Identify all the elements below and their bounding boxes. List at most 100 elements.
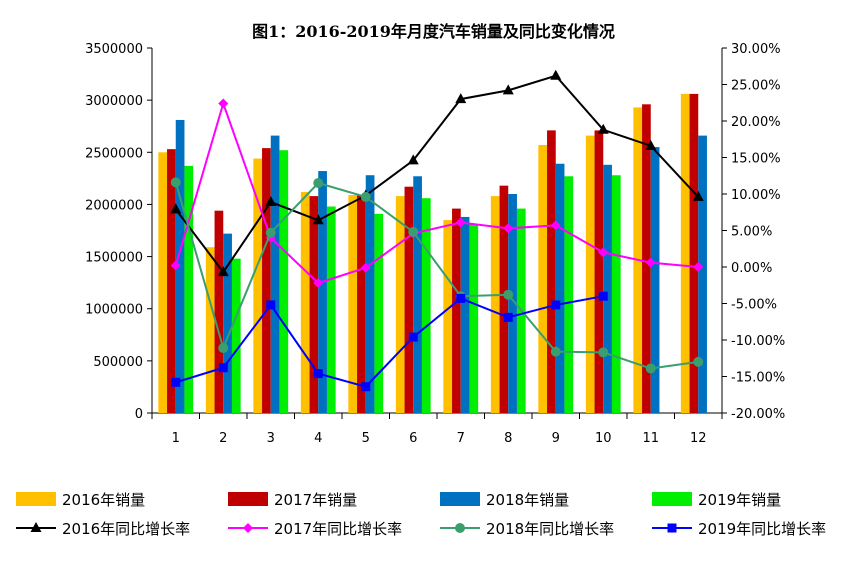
y-right-tick-label: 25.00% [731,79,781,94]
y-right-tick-label: -20.00% [731,407,785,422]
legend-label: 2017年同比增长率 [274,519,403,538]
legend-item-line: 2016年同比增长率 [16,517,190,539]
bar-2016年销量-8 [490,196,500,413]
point-2018年同比增长率-8 [503,289,514,300]
point-2018年同比增长率-1 [170,177,181,188]
point-2016年同比增长率-6 [407,154,419,165]
point-2018年同比增长率-12 [693,356,704,367]
point-2019年同比增长率-5 [361,382,371,392]
bar-2019年销量-9 [564,176,574,413]
bar-2017年销量-8 [499,185,509,413]
bar-2017年销量-1 [167,149,176,413]
legend-label: 2017年销量 [274,490,358,509]
bar-2019年销量-10 [611,175,621,413]
y-right-tick-label: 10.00% [731,188,781,203]
bar-2017年销量-11 [642,104,651,414]
legend-line-swatch [652,523,692,533]
y-left-tick-label: 2500000 [85,146,143,161]
bar-2018年销量-12 [698,135,707,413]
bar-2018年销量-3 [270,135,280,413]
point-2016年同比增长率-10 [597,123,609,134]
bar-2017年销量-2 [214,210,224,413]
legend-label: 2018年同比增长率 [486,519,615,538]
bar-2019年销量-2 [231,258,241,413]
bar-2017年销量-5 [357,195,366,413]
bar-2017年销量-12 [689,93,699,413]
bar-2019年销量-7 [469,224,479,413]
legend-item-line: 2017年同比增长率 [228,517,402,539]
point-2017年同比增长率-8 [503,223,514,234]
bar-2017年销量-3 [262,148,271,413]
legend-item-line: 2019年同比增长率 [652,517,826,539]
x-tick-label: 1 [172,431,180,446]
bar-2018年销量-9 [555,163,565,413]
bar-2018年销量-6 [413,176,422,413]
x-tick-label: 10 [595,431,612,446]
bar-2019年销量-3 [279,150,289,413]
x-tick-label: 4 [314,431,322,446]
point-2017年同比增长率-10 [598,247,609,258]
bar-2018年销量-4 [318,171,327,413]
y-left-tick-label: 1000000 [85,303,143,318]
y-right-tick-label: 30.00% [731,42,781,57]
point-2018年同比增长率-4 [313,178,324,189]
y-right-tick-label: 20.00% [731,115,781,130]
y-left-tick-label: 0 [135,407,143,422]
bar-2016年销量-6 [395,196,405,413]
point-2016年同比增长率-9 [550,69,562,80]
point-2018年同比增长率-6 [408,226,419,237]
point-2019年同比增长率-1 [171,377,181,387]
point-2019年同比增长率-3 [266,300,276,310]
point-2018年同比增长率-9 [550,346,561,357]
bar-2018年销量-2 [223,233,232,413]
y-right-tick-label: -15.00% [731,371,785,386]
y-right-tick-label: 15.00% [731,152,781,167]
bar-2018年销量-5 [365,175,375,413]
x-tick-label: 3 [267,431,275,446]
bar-2018年销量-8 [508,194,517,413]
point-2018年同比增长率-11 [645,363,656,374]
bar-2016年销量-12 [680,93,690,413]
legend-swatch [440,492,480,506]
bar-2019年销量-1 [184,165,194,413]
bar-2016年销量-9 [538,144,548,413]
point-2016年同比增长率-1 [170,203,182,214]
point-2018年同比增长率-2 [218,343,229,354]
y-left-tick-label: 3000000 [85,94,143,109]
point-2019年同比增长率-10 [598,291,608,301]
bar-2019年销量-5 [374,213,384,413]
point-2017年同比增长率-1 [170,260,181,271]
bar-2017年销量-10 [594,130,604,413]
bar-2017年销量-4 [309,196,319,413]
legend-label: 2016年同比增长率 [62,519,191,538]
point-2016年同比增长率-12 [692,190,704,201]
y-right-tick-label: -10.00% [731,334,785,349]
legend-label: 2018年销量 [486,490,570,509]
bar-2016年销量-5 [348,195,358,413]
legend-item-bar: 2017年销量 [228,488,357,510]
bar-2017年销量-7 [452,208,461,413]
point-2019年同比增长率-7 [456,293,466,303]
point-2019年同比增长率-8 [503,312,513,322]
legend-label: 2019年销量 [698,490,782,509]
legend-swatch [228,492,268,506]
point-2017年同比增长率-11 [645,257,656,268]
point-2016年同比增长率-3 [265,196,277,207]
x-tick-label: 5 [362,431,370,446]
y-right-tick-label: 0.00% [731,261,772,276]
point-2017年同比增长率-4 [313,278,324,289]
legend-line-swatch [16,522,56,532]
point-2018年同比增长率-10 [598,347,609,358]
point-2016年同比增长率-11 [645,139,657,150]
x-tick-label: 8 [504,431,512,446]
legend-label: 2016年销量 [62,490,146,509]
point-2016年同比增长率-7 [455,93,467,104]
point-2017年同比增长率-9 [550,220,561,231]
legend-item-bar: 2016年销量 [16,488,145,510]
bar-2016年销量-2 [205,247,215,413]
x-tick-label: 7 [457,431,465,446]
point-2019年同比增长率-9 [551,300,561,310]
y-left-tick-label: 1500000 [85,251,143,266]
bar-2019年销量-4 [326,206,336,413]
point-2018年同比增长率-3 [265,227,276,238]
